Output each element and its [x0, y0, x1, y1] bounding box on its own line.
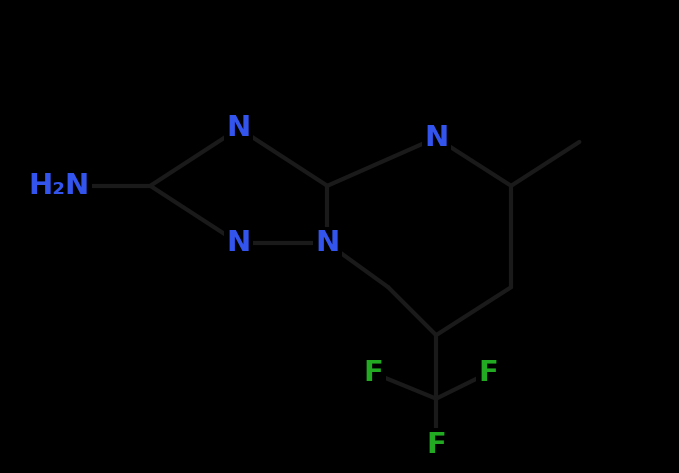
Text: F: F — [426, 430, 446, 459]
Text: F: F — [363, 359, 383, 387]
Text: F: F — [478, 359, 498, 387]
Text: N: N — [227, 229, 251, 257]
Text: H₂N: H₂N — [29, 172, 90, 200]
Text: N: N — [227, 114, 251, 142]
Text: N: N — [315, 229, 340, 257]
Text: N: N — [424, 124, 448, 152]
